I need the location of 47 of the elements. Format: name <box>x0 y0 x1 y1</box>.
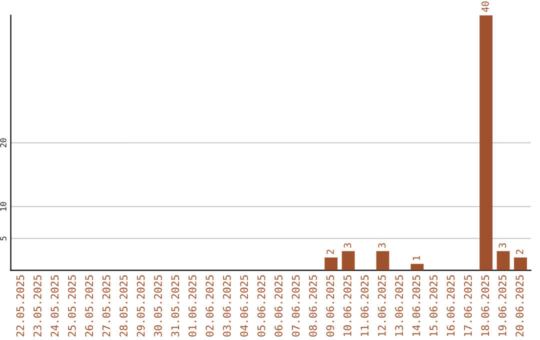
data-label: 3 <box>344 243 352 248</box>
bar <box>480 15 493 270</box>
x-tick-label: 15.06.2025 <box>430 275 438 336</box>
data-label: 1 <box>412 256 420 260</box>
y-tick-label: 10 <box>0 202 6 211</box>
data-label: 3 <box>378 243 386 248</box>
x-tick-label: 03.06.2025 <box>222 275 231 336</box>
x-tick-label: 18.06.2025 <box>481 275 490 336</box>
x-tick-label: 05.06.2025 <box>257 275 266 336</box>
x-tick-label: 02.06.2025 <box>206 275 214 336</box>
x-tick-label: 11.06.2025 <box>360 275 369 336</box>
x-tick-label: 01.06.2025 <box>188 275 196 336</box>
x-tick-label: 26.05.2025 <box>85 275 94 336</box>
x-tick-label: 12.06.2025 <box>378 275 386 336</box>
x-tick-label: 16.06.2025 <box>446 275 455 336</box>
data-label: 2 <box>326 250 334 254</box>
x-tick-label: 07.06.2025 <box>292 275 300 336</box>
x-tick-label: 23.05.2025 <box>34 275 42 336</box>
x-tick-label: 09.06.2025 <box>326 275 334 336</box>
data-label: 40 <box>482 1 489 12</box>
x-tick-label: 22.05.2025 <box>16 275 24 336</box>
x-tick-label: 17.06.2025 <box>464 275 472 336</box>
x-tick-label: 06.06.2025 <box>274 275 282 336</box>
x-tick-label: 27.05.2025 <box>102 275 110 336</box>
y-tick-label: 20 <box>0 138 6 148</box>
x-tick-label: 28.05.2025 <box>120 275 128 336</box>
bar <box>514 258 527 270</box>
bar <box>342 251 355 270</box>
x-tick-label: 30.05.2025 <box>154 275 162 336</box>
x-tick-label: 08.06.2025 <box>309 275 317 336</box>
x-tick-label: 13.06.2025 <box>395 275 404 336</box>
bar <box>496 251 510 270</box>
x-tick-label: 24.05.2025 <box>50 275 59 336</box>
x-tick-label: 31.05.2025 <box>171 275 180 336</box>
x-tick-label: 20.06.2025 <box>516 275 524 336</box>
x-tick-label: 10.06.2025 <box>343 275 352 336</box>
data-label: 2 <box>516 250 524 254</box>
bar <box>324 258 338 270</box>
x-tick-label: 25.05.2025 <box>68 275 76 336</box>
x-tick-label: 19.06.2025 <box>498 275 506 336</box>
x-tick-label: 14.06.2025 <box>412 275 420 336</box>
x-tick-label: 29.05.2025 <box>136 275 145 336</box>
x-tick-label: 04.06.2025 <box>240 275 248 336</box>
data-label: 3 <box>498 243 506 248</box>
bar <box>410 264 424 270</box>
y-tick-label: 5 <box>0 236 6 240</box>
bar <box>376 251 390 270</box>
